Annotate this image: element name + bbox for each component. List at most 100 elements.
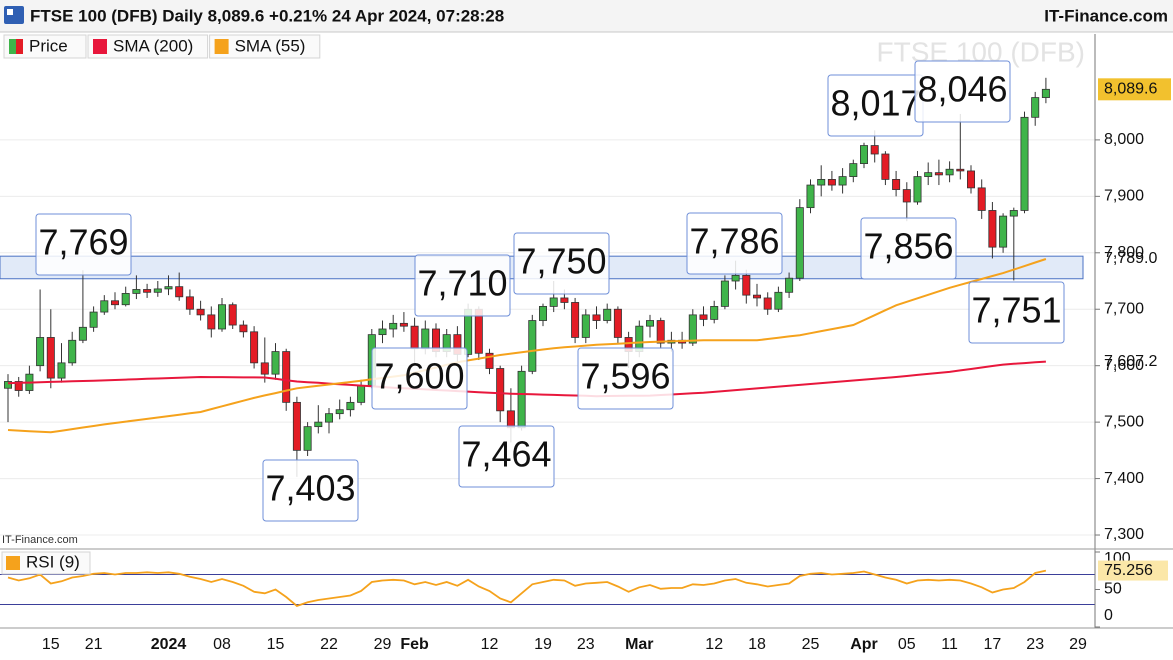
x-tick-label: 22 — [320, 636, 338, 653]
candle-body — [100, 300, 109, 313]
y-tick-label: 7,800 — [1104, 244, 1144, 261]
legend-label: Price — [29, 36, 68, 55]
candle-body — [806, 184, 815, 209]
chart-title: FTSE 100 (DFB) Daily 8,089.6 +0.21% 24 A… — [30, 6, 504, 25]
candle-body — [720, 280, 729, 307]
header-bar — [0, 0, 1173, 32]
candle-body — [881, 153, 890, 180]
candle-body — [646, 320, 655, 327]
y-tick-label: 7,500 — [1104, 413, 1144, 430]
x-tick-label: 21 — [85, 636, 103, 653]
candle-body — [46, 337, 55, 379]
source-small: IT-Finance.com — [2, 534, 78, 546]
candle-body — [849, 163, 858, 177]
axes: 7,300 7,400 7,500 7,600 7,700 7,800 7,900 8,000… — [0, 34, 1173, 653]
candle-body — [967, 170, 976, 189]
candle-body — [934, 172, 943, 176]
candle-body — [378, 328, 387, 336]
annotation-box — [371, 347, 468, 410]
x-tick-label: 08 — [213, 636, 231, 653]
annotation-box — [414, 254, 511, 317]
y-tick-label: 7,900 — [1104, 188, 1144, 205]
plot: 7,769 7,403 7,710 7,600 7,750 7,464 7,596 7,786… — [0, 60, 1084, 522]
candle-body — [774, 291, 783, 310]
candle-body — [175, 286, 184, 298]
annotation-box — [35, 213, 132, 276]
candle-body — [121, 293, 130, 306]
annotation: 8,046 — [917, 69, 1007, 110]
candle-body — [4, 381, 12, 389]
x-tick-label: 29 — [374, 636, 392, 653]
candle-body — [1020, 116, 1029, 211]
annotation-box — [860, 217, 957, 280]
x-tick-label: Mar — [625, 636, 653, 653]
candle-body — [292, 401, 301, 451]
candle-body — [785, 277, 794, 293]
candle-body — [346, 401, 355, 411]
annotation-box — [262, 459, 359, 522]
candle-body — [57, 362, 66, 379]
candle-body — [250, 331, 259, 364]
annotation: 7,769 — [38, 222, 128, 263]
x-tick-label: 12 — [481, 636, 499, 653]
candle-body — [892, 179, 901, 190]
candle-body — [1041, 88, 1050, 98]
candle-body — [860, 145, 869, 165]
candle-body — [111, 300, 120, 306]
y-tick-label: 7,600 — [1104, 357, 1144, 374]
candle-body — [742, 274, 751, 296]
candle-body — [795, 207, 804, 279]
legend-swatch — [214, 39, 229, 54]
annotation: 7,750 — [516, 241, 606, 282]
candle-body — [956, 168, 965, 172]
legend-swatch — [16, 39, 23, 54]
candle-body — [389, 322, 398, 330]
legend-swatch — [6, 556, 20, 570]
annotation-box — [968, 281, 1065, 344]
candle-body — [496, 368, 505, 412]
candle-body — [613, 308, 622, 338]
candle-body — [549, 297, 558, 307]
annotation: 7,856 — [863, 226, 953, 267]
candle-body — [164, 286, 173, 290]
rsi-tick-label: 0 — [1104, 607, 1113, 624]
candle-body — [870, 145, 879, 155]
annotation-box — [577, 347, 674, 410]
candle-body — [14, 381, 23, 391]
x-tick-label: 19 — [534, 636, 552, 653]
y-tick-label: 7,700 — [1104, 300, 1144, 317]
legend-label: SMA (200) — [113, 36, 193, 55]
x-tick-label: 18 — [748, 636, 766, 653]
candle-body — [688, 314, 697, 344]
candle-body — [410, 325, 419, 350]
candle-body — [260, 362, 269, 375]
candle-body — [421, 328, 430, 350]
candle-body — [827, 179, 836, 186]
candle-body — [592, 314, 601, 321]
sma-line — [7, 258, 1047, 434]
legend-frame — [87, 34, 209, 59]
candle-body — [924, 172, 933, 177]
candle-body — [539, 306, 548, 321]
candle-body — [153, 288, 162, 293]
x-tick-label: 29 — [1069, 636, 1087, 653]
legend-label: SMA (55) — [235, 36, 306, 55]
candle-body — [838, 176, 847, 186]
x-tick-label: Feb — [400, 636, 429, 653]
rsi-panel: RSI (9) — [0, 551, 1095, 608]
annotation: 7,403 — [265, 468, 355, 509]
candle-body — [913, 176, 922, 203]
x-tick-label: Apr — [850, 636, 878, 653]
candle-body — [817, 179, 826, 186]
sma-line — [7, 360, 1046, 398]
candle-body — [485, 352, 494, 369]
x-tick-label: 23 — [577, 636, 595, 653]
logo — [4, 6, 24, 24]
rsi-tag — [1098, 560, 1168, 581]
sma-label: 7,607.2 — [1104, 353, 1157, 370]
rsi-tick-label: 50 — [1104, 581, 1122, 598]
candle-body — [314, 421, 323, 428]
annotation: 7,596 — [580, 356, 670, 397]
y-tick-label: 7,400 — [1104, 470, 1144, 487]
